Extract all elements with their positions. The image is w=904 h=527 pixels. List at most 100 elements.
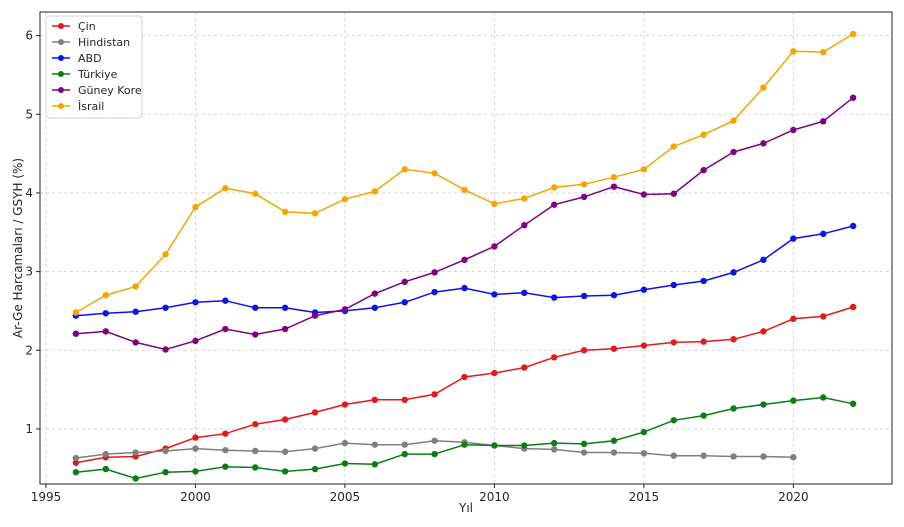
legend-swatch-marker: [58, 103, 64, 109]
legend-swatch-marker: [58, 71, 64, 77]
data-point: [700, 166, 707, 174]
data-point: [341, 460, 349, 467]
legend-swatch-marker: [58, 39, 64, 45]
data-point: [610, 174, 618, 181]
y-tick-label: 5: [25, 107, 33, 121]
data-point: [550, 294, 558, 301]
data-point: [222, 463, 229, 470]
data-point: [281, 208, 289, 216]
data-point: [610, 437, 618, 444]
data-point: [580, 181, 588, 188]
data-point: [401, 166, 408, 173]
axes: [36, 11, 893, 488]
data-point: [491, 442, 498, 449]
y-tick-label: 2: [25, 343, 33, 357]
data-point: [311, 445, 319, 452]
data-point: [252, 421, 259, 428]
data-point: [550, 354, 558, 361]
data-point: [670, 417, 677, 424]
data-point: [371, 188, 379, 195]
legend-label: Güney Kore: [78, 84, 142, 97]
data-point: [132, 339, 139, 346]
data-point: [610, 292, 618, 299]
data-point: [700, 452, 707, 459]
data-point: [281, 416, 289, 423]
data-point: [820, 118, 827, 125]
legend-item: Güney Kore: [52, 84, 142, 97]
data-point: [849, 30, 857, 38]
data-point: [550, 446, 558, 453]
data-point: [820, 48, 827, 56]
data-point: [700, 277, 707, 285]
data-point: [790, 454, 797, 461]
data-point: [341, 401, 349, 408]
data-point: [401, 396, 408, 404]
series-4: [72, 94, 857, 353]
data-point: [670, 143, 677, 150]
data-point: [730, 117, 737, 124]
legend-item: Çin: [52, 20, 96, 33]
data-point: [640, 166, 648, 173]
data-point: [670, 281, 677, 289]
series-2: [72, 222, 857, 319]
data-point: [521, 221, 528, 229]
data-point: [760, 140, 767, 147]
data-point: [431, 437, 438, 444]
data-point: [521, 289, 528, 297]
series-line: [75, 97, 854, 351]
legend-label: İsrail: [78, 100, 104, 113]
data-point: [311, 210, 319, 217]
legend-swatch-marker: [58, 23, 64, 29]
data-point: [849, 222, 857, 230]
data-point: [580, 440, 588, 448]
x-tick-label: 2000: [180, 490, 211, 504]
data-point: [461, 256, 468, 263]
data-point: [401, 278, 408, 286]
data-point: [401, 441, 408, 448]
data-point: [222, 297, 229, 304]
data-point: [700, 131, 707, 138]
data-point: [670, 190, 677, 197]
data-point: [162, 346, 169, 353]
data-point: [521, 442, 528, 449]
data-point: [192, 434, 199, 441]
legend-label: ABD: [78, 52, 102, 65]
data-point: [580, 193, 588, 201]
data-point: [610, 345, 618, 352]
data-point: [371, 441, 379, 448]
x-tick-label: 2015: [629, 490, 660, 504]
data-point: [820, 394, 827, 401]
y-tick-label: 3: [25, 265, 33, 279]
data-point: [730, 148, 737, 156]
legend-label: Çin: [78, 20, 96, 33]
data-point: [162, 469, 169, 476]
data-point: [431, 450, 438, 458]
legend-swatch-marker: [58, 55, 64, 61]
legend-swatch-marker: [58, 87, 64, 93]
data-point: [760, 256, 767, 263]
data-point: [72, 469, 80, 476]
data-point: [132, 475, 139, 482]
data-point: [760, 328, 767, 335]
data-point: [281, 448, 289, 455]
x-axis-title: Yıl: [458, 501, 473, 515]
data-point: [640, 450, 648, 457]
data-point: [132, 449, 139, 456]
data-point: [252, 304, 259, 311]
data-point: [700, 412, 707, 419]
data-point: [401, 450, 408, 458]
data-point: [790, 397, 797, 404]
data-point: [670, 339, 677, 346]
tick-labels: 1995 2000 2005 2010 2015 2020 1 2 3 4 5 6: [25, 29, 808, 504]
y-axis-title: Ar-Ge Harcamaları / GSYH (%): [11, 158, 25, 338]
data-point: [102, 292, 109, 299]
legend-label: Türkiye: [77, 68, 118, 81]
gridlines: [40, 12, 892, 484]
data-point: [491, 369, 498, 377]
data-point: [252, 190, 259, 197]
data-point: [431, 170, 438, 177]
data-point: [461, 186, 468, 193]
legend-item: Hindistan: [52, 36, 130, 49]
data-point: [132, 308, 139, 315]
